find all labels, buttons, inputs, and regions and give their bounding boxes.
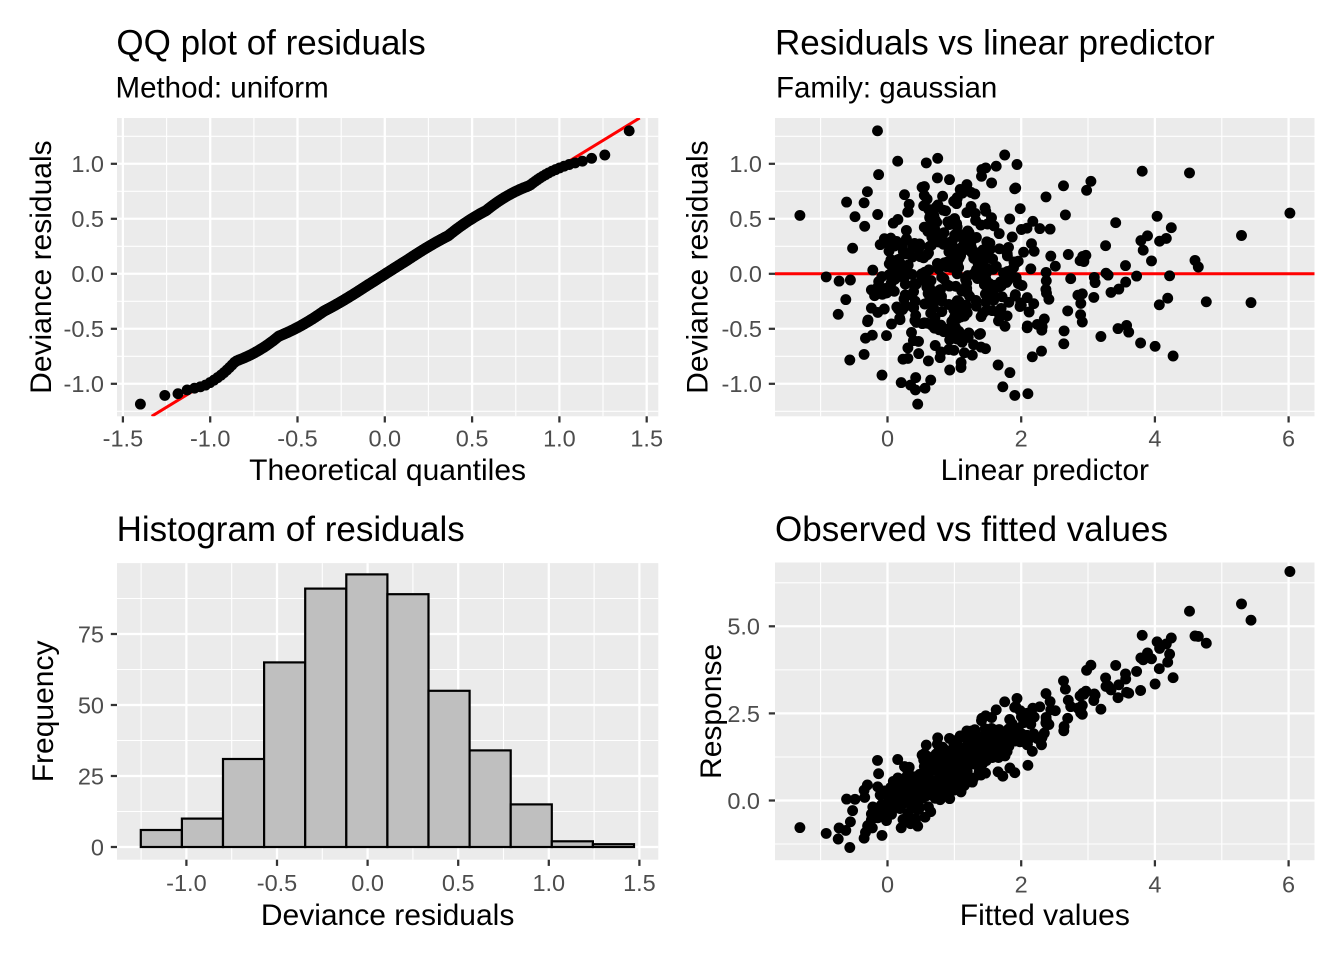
svg-text:75: 75	[78, 621, 104, 647]
svg-text:1.0: 1.0	[543, 426, 576, 452]
svg-text:Deviance residuals: Deviance residuals	[681, 140, 714, 393]
svg-text:0.5: 0.5	[729, 206, 762, 232]
svg-text:1.5: 1.5	[630, 426, 663, 452]
svg-text:0.0: 0.0	[729, 261, 762, 287]
svg-text:0.0: 0.0	[368, 426, 401, 452]
svg-text:4: 4	[1148, 872, 1161, 898]
svg-text:-0.5: -0.5	[722, 316, 763, 342]
svg-text:Response: Response	[695, 644, 728, 779]
svg-text:2: 2	[1015, 872, 1028, 898]
svg-text:0: 0	[881, 872, 894, 898]
svg-text:1.0: 1.0	[532, 870, 565, 896]
svg-text:5.0: 5.0	[727, 614, 760, 640]
svg-text:Observed vs fitted values: Observed vs fitted values	[775, 510, 1168, 549]
svg-text:-1.0: -1.0	[722, 371, 763, 397]
svg-text:0: 0	[881, 426, 894, 452]
svg-text:1.0: 1.0	[71, 151, 104, 177]
svg-text:0.0: 0.0	[727, 788, 760, 814]
svg-text:Deviance residuals: Deviance residuals	[261, 899, 514, 932]
svg-text:0.5: 0.5	[442, 870, 475, 896]
svg-text:Family: gaussian: Family: gaussian	[776, 72, 997, 105]
svg-text:2.5: 2.5	[727, 701, 760, 727]
svg-text:0.0: 0.0	[71, 261, 104, 287]
svg-text:0: 0	[91, 834, 104, 860]
svg-text:50: 50	[78, 692, 104, 718]
svg-text:1.0: 1.0	[729, 151, 762, 177]
svg-text:2: 2	[1015, 426, 1028, 452]
svg-text:Fitted values: Fitted values	[960, 899, 1130, 932]
svg-text:6: 6	[1282, 426, 1295, 452]
svg-text:-0.5: -0.5	[277, 426, 318, 452]
svg-text:25: 25	[78, 763, 104, 789]
svg-text:Histogram of residuals: Histogram of residuals	[117, 510, 465, 549]
svg-text:4: 4	[1148, 426, 1161, 452]
svg-text:Linear predictor: Linear predictor	[941, 454, 1149, 487]
svg-text:-1.0: -1.0	[166, 870, 207, 896]
svg-text:Deviance residuals: Deviance residuals	[25, 140, 58, 393]
svg-text:1.5: 1.5	[623, 870, 656, 896]
svg-text:Theoretical quantiles: Theoretical quantiles	[249, 454, 526, 487]
svg-text:0.5: 0.5	[71, 206, 104, 232]
svg-text:QQ plot of residuals: QQ plot of residuals	[116, 23, 425, 62]
svg-text:-1.0: -1.0	[190, 426, 231, 452]
svg-text:Method: uniform: Method: uniform	[116, 72, 329, 105]
svg-text:Residuals vs linear predictor: Residuals vs linear predictor	[775, 23, 1215, 62]
svg-text:Frequency: Frequency	[27, 641, 60, 783]
svg-text:0.0: 0.0	[351, 870, 384, 896]
svg-text:-1.5: -1.5	[103, 426, 144, 452]
svg-text:-1.0: -1.0	[64, 371, 105, 397]
svg-text:-0.5: -0.5	[257, 870, 298, 896]
svg-text:0.5: 0.5	[456, 426, 489, 452]
svg-text:6: 6	[1282, 872, 1295, 898]
svg-text:-0.5: -0.5	[64, 316, 105, 342]
